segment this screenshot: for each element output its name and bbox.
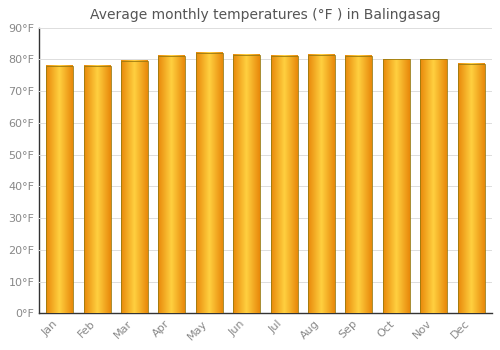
Bar [308,55,335,313]
Title: Average monthly temperatures (°F ) in Balingasag: Average monthly temperatures (°F ) in Ba… [90,8,441,22]
Bar [46,66,73,313]
Bar [270,56,297,313]
Bar [234,55,260,313]
Bar [346,56,372,313]
Bar [420,60,447,313]
Bar [84,66,110,313]
Bar [121,61,148,313]
Bar [196,53,223,313]
Bar [383,60,410,313]
Bar [158,56,186,313]
Bar [458,64,484,313]
